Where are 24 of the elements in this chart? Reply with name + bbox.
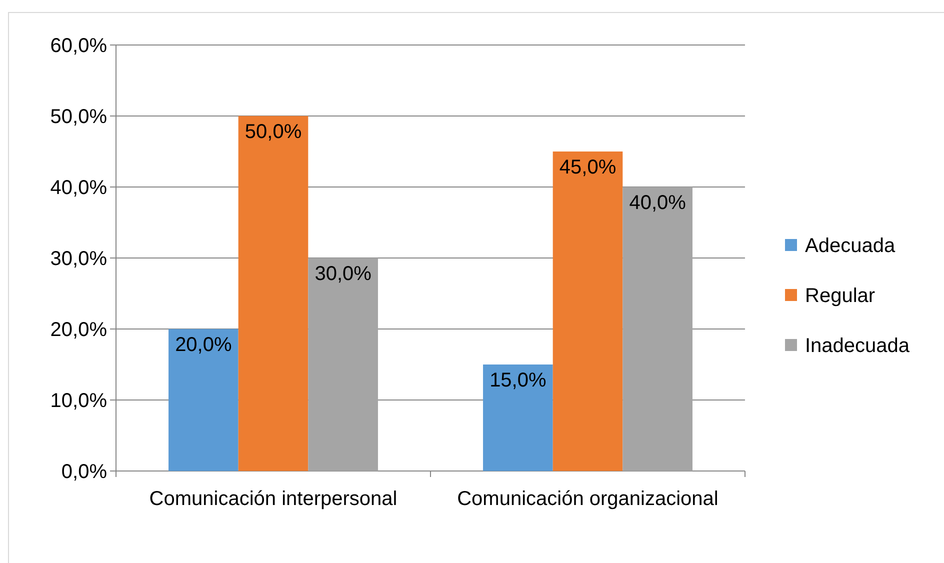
data-label: 15,0% bbox=[490, 370, 546, 392]
y-tick-label: 20,0% bbox=[50, 319, 108, 341]
bar bbox=[552, 152, 623, 471]
y-tick-label: 60,0% bbox=[50, 35, 108, 57]
bar bbox=[168, 329, 238, 471]
bar bbox=[308, 258, 378, 471]
y-tick-label: 10,0% bbox=[50, 390, 108, 412]
y-tick-label: 0,0% bbox=[61, 461, 108, 483]
y-tick-label: 30,0% bbox=[50, 248, 108, 270]
data-label: 20,0% bbox=[175, 334, 232, 356]
bar bbox=[622, 187, 692, 471]
data-label: 50,0% bbox=[244, 121, 302, 143]
legend-label: Inadecuada bbox=[805, 335, 910, 357]
y-tick-label: 40,0% bbox=[50, 177, 108, 199]
data-label: 40,0% bbox=[629, 192, 686, 214]
legend-label: Regular bbox=[805, 285, 876, 307]
x-tick-label: Comunicación interpersonal bbox=[149, 488, 398, 510]
data-label: 30,0% bbox=[314, 263, 372, 285]
x-tick-label: Comunicación organizacional bbox=[457, 488, 718, 510]
y-tick-label: 50,0% bbox=[50, 106, 108, 128]
bar bbox=[483, 364, 553, 471]
data-label: 45,0% bbox=[559, 156, 616, 178]
bar bbox=[238, 116, 308, 471]
legend-label: Adecuada bbox=[805, 235, 896, 257]
